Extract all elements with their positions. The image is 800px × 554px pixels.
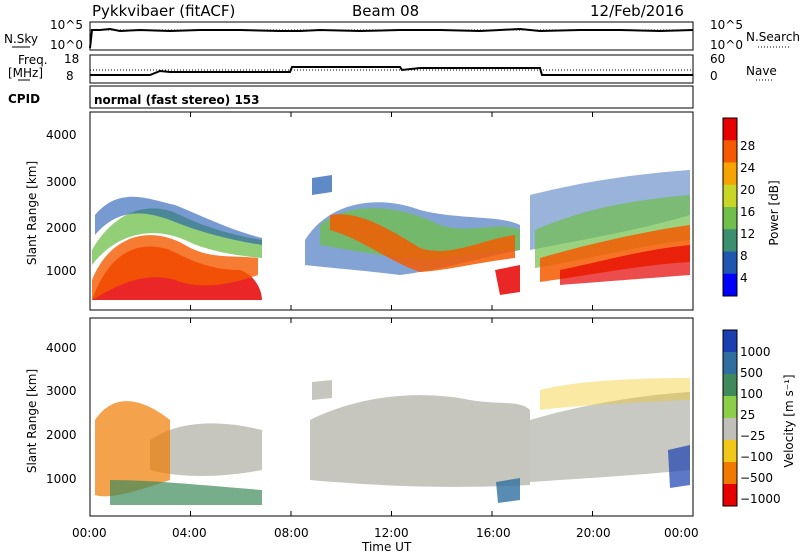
freq-label: Freq. [18, 53, 48, 67]
nsky-line [89, 27, 694, 49]
power-colorbar-swatch-5 [723, 229, 737, 252]
power-colorbar-swatch-7 [723, 273, 737, 297]
vel-region-mid-grey [310, 395, 530, 487]
cpid-text: normal (fast stereo) 153 [94, 93, 260, 107]
xtick-2400: 00:00 [664, 526, 699, 540]
p1-ytick-3000: 3000 [46, 175, 77, 189]
xtick-0000: 00:00 [72, 526, 107, 540]
freq-tick-8: 8 [66, 69, 74, 83]
power-colorbar-swatch-6 [723, 251, 737, 275]
xaxis-label: Time UT [362, 540, 412, 554]
p1-ytick-2000: 2000 [46, 221, 77, 235]
power-tick-4: 4 [740, 271, 748, 285]
vel-region-late-blue [668, 445, 690, 488]
cpid-panel-frame [89, 85, 694, 109]
vel-region-mid-blue [496, 478, 520, 503]
power-tick-16: 16 [740, 205, 756, 219]
vel-tick-m100: −100 [740, 450, 773, 464]
vel-tick-25: 25 [740, 408, 756, 422]
power-colorbar [722, 117, 738, 297]
velocity-colorbar-swatch-5 [723, 440, 737, 463]
nsearch-tick-top: 10^5 [710, 18, 743, 32]
nave-label: Nave [746, 64, 777, 78]
velocity-heatmap [95, 378, 690, 505]
velocity-colorbar-swatch-1 [723, 352, 737, 375]
p2-ytick-4000: 4000 [46, 341, 77, 355]
nsearch-label: N.Search [746, 30, 800, 44]
vel-tick-500: 500 [740, 366, 763, 380]
velocity-colorbar-swatch-7 [723, 484, 737, 507]
velocity-colorbar [722, 329, 738, 507]
velocity-colorbar-swatch-6 [723, 462, 737, 485]
velocity-colorbar-swatch-3 [723, 396, 737, 419]
p2-ytick-2000: 2000 [46, 428, 77, 442]
nsky-panel-frame [89, 21, 694, 51]
power-region-mid-orange [330, 214, 515, 272]
nave-tick-0: 0 [710, 69, 718, 83]
xtick-0400: 04:00 [172, 526, 207, 540]
power-region-early-blue [95, 196, 262, 245]
velocity-colorbar-frame [722, 329, 738, 507]
xaxis-ticks [89, 112, 694, 516]
power-tick-24: 24 [740, 161, 756, 175]
vel-tick-100: 100 [740, 387, 763, 401]
p2-ytick-3000: 3000 [46, 384, 77, 398]
p2-ytick-1000: 1000 [46, 472, 77, 486]
power-region-early-green [92, 208, 262, 265]
xtick-2000: 20:00 [576, 526, 611, 540]
nsky-label: N.Sky [4, 32, 39, 46]
vel-region-early-grey [150, 423, 262, 476]
velocity-colorbar-swatch-0 [723, 330, 737, 353]
freq-unit: [MHz] [8, 66, 44, 80]
cpid-label: CPID [8, 92, 41, 106]
p1-ytick-4000: 4000 [46, 128, 77, 142]
nsearch-tick-bottom: 10^0 [710, 38, 743, 52]
power-region-mid-top [312, 175, 332, 195]
beam-label: Beam 08 [352, 2, 420, 20]
power-colorbar-swatch-0 [723, 118, 737, 141]
vel-region-mid-top [312, 380, 332, 400]
xtick-1200: 12:00 [374, 526, 409, 540]
date-label: 12/Feb/2016 [590, 2, 684, 20]
power-tick-8: 8 [740, 249, 748, 263]
freq-panel-frame [89, 54, 694, 84]
power-tick-28: 28 [740, 139, 756, 153]
vel-region-late-yellow [540, 378, 690, 410]
xtick-1600: 16:00 [476, 526, 511, 540]
vel-tick-m25: −25 [740, 429, 766, 443]
vel-tick-m1000: −1000 [740, 492, 781, 506]
power-region-early-orange [92, 235, 258, 300]
freq-line [90, 66, 693, 76]
power-tick-12: 12 [740, 227, 756, 241]
vel-region-late-grey [530, 392, 690, 482]
xtick-0800: 08:00 [274, 526, 309, 540]
p1-ytick-1000: 1000 [46, 264, 77, 278]
vel-region-early-orange [95, 401, 170, 497]
power-region-mid-red [495, 265, 520, 295]
vel-region-early-green [110, 480, 262, 505]
power-region-late-red [560, 245, 690, 285]
power-colorbar-swatch-1 [723, 140, 737, 163]
power-heatmap [92, 170, 690, 300]
nsky-tick-bottom: 10^0 [50, 38, 83, 52]
freq-tick-18: 18 [64, 52, 80, 66]
velocity-colorbar-swatch-4 [723, 418, 737, 441]
station-title: Pykkvibaer (fitACF) [92, 2, 236, 20]
vel-tick-m500: −500 [740, 471, 773, 485]
power-colorbar-swatch-2 [723, 162, 737, 186]
power-colorbar-frame [722, 117, 738, 297]
vel-tick-1000: 1000 [740, 345, 771, 359]
nave-tick-60: 60 [710, 52, 726, 66]
power-colorbar-swatch-4 [723, 207, 737, 230]
nsky-tick-top: 10^5 [50, 18, 83, 32]
velocity-colorbar-swatch-2 [723, 374, 737, 397]
power-tick-20: 20 [740, 183, 756, 197]
power-colorbar-swatch-3 [723, 184, 737, 208]
